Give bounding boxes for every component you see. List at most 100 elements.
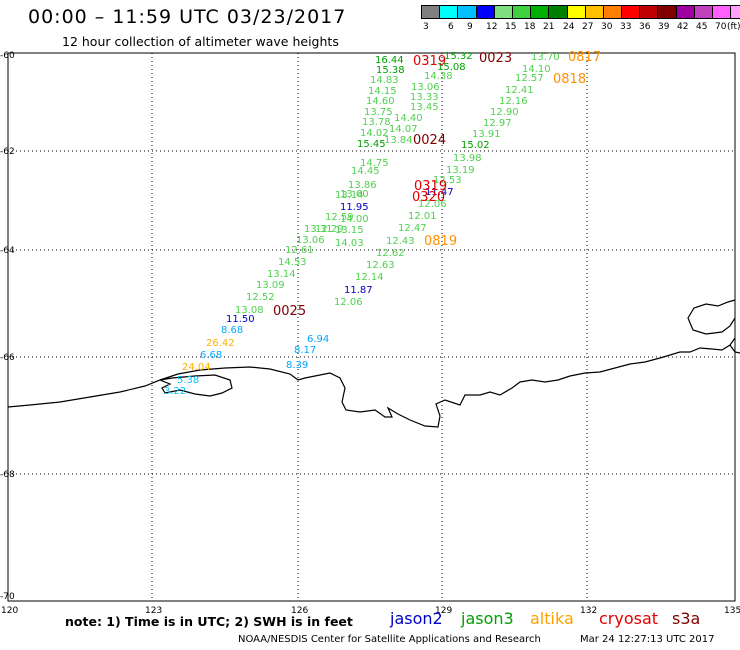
legend-label: 15 bbox=[505, 22, 517, 32]
wave-height-label: 14.38 bbox=[424, 71, 453, 82]
wave-height-label: 14.15 bbox=[368, 86, 397, 97]
pass-time-label: 0319 bbox=[414, 179, 447, 194]
wave-height-label: 14.75 bbox=[360, 158, 389, 169]
legend-label: 21 bbox=[543, 22, 555, 32]
wave-height-label: 12.14 bbox=[355, 272, 384, 283]
legend-swatch bbox=[621, 5, 641, 19]
wave-height-label: 16.44 bbox=[375, 55, 404, 66]
pass-time-label: 0819 bbox=[424, 234, 457, 249]
latitude-labels: -60 -62 -64 -66 -68 -70 bbox=[0, 51, 15, 602]
legend-label: 33 bbox=[620, 22, 632, 32]
wave-height-label: 13.06 bbox=[296, 235, 325, 246]
latitude-label: -68 bbox=[0, 470, 15, 480]
longitude-label: 123 bbox=[145, 606, 162, 616]
legend-swatch bbox=[602, 5, 623, 19]
wave-height-label: 11.87 bbox=[344, 285, 373, 296]
legend-swatch bbox=[712, 5, 732, 19]
longitude-label: 129 bbox=[435, 606, 452, 616]
pass-time-label: 0319 bbox=[413, 54, 446, 69]
latitude-label: -70 bbox=[0, 592, 15, 602]
wave-height-label: 13.45 bbox=[410, 102, 439, 113]
wave-height-label: 12.53 bbox=[433, 175, 462, 186]
legend-swatch bbox=[584, 5, 604, 19]
wave-height-label: 15.45 bbox=[357, 139, 386, 150]
wave-height-label: 13.06 bbox=[411, 82, 440, 93]
pass-time-label: 0818 bbox=[553, 72, 586, 87]
latitude-label: -62 bbox=[0, 147, 15, 157]
wave-height-label: 15.02 bbox=[461, 140, 490, 151]
wave-height-label: 15.08 bbox=[437, 62, 466, 73]
legend-label: 6 bbox=[448, 22, 454, 32]
wave-height-label: 14.40 bbox=[394, 113, 423, 124]
latitude-label: -64 bbox=[0, 246, 15, 256]
wave-height-label: 12.59 bbox=[325, 212, 354, 223]
wave-height-label: 26.42 bbox=[206, 338, 235, 349]
wave-height-label: 12.62 bbox=[376, 248, 405, 259]
legend-swatch bbox=[457, 5, 477, 19]
wave-height-label: 13.09 bbox=[256, 280, 285, 291]
legend-label: 24 bbox=[563, 22, 575, 32]
wave-height-label: 12.97 bbox=[483, 118, 512, 129]
map-frame bbox=[7, 52, 736, 602]
wave-height-label: 12.57 bbox=[515, 73, 544, 84]
legend-label: (ft) bbox=[727, 22, 740, 32]
legend-swatches bbox=[421, 5, 740, 19]
legend-label: 27 bbox=[582, 22, 594, 32]
wave-height-label: 13.15 bbox=[335, 225, 364, 236]
wave-height-label: 12.90 bbox=[490, 107, 519, 118]
legend-swatch bbox=[548, 5, 568, 19]
latitude-label: -66 bbox=[0, 353, 15, 363]
latitude-label: -60 bbox=[0, 51, 15, 61]
longitude-label: 135 bbox=[724, 606, 740, 616]
wave-height-label: 13.98 bbox=[453, 153, 482, 164]
page-title: 00:00 – 11:59 UTC 03/23/2017 bbox=[28, 6, 347, 28]
wave-height-label: 13.84 bbox=[384, 135, 413, 146]
generated-timestamp: Mar 24 12:27:13 UTC 2017 bbox=[580, 634, 715, 645]
wave-height-label: 5.38 bbox=[177, 375, 199, 386]
legend-swatch bbox=[730, 5, 740, 19]
legend-label: 18 bbox=[524, 22, 536, 32]
wave-height-label: 14.45 bbox=[351, 166, 380, 177]
wave-height-labels: 16.4415.3814.8314.1514.6013.7513.7814.02… bbox=[164, 51, 560, 397]
wave-height-label: 12.16 bbox=[499, 96, 528, 107]
legend-label: 30 bbox=[601, 22, 613, 32]
pass-time-label: 0817 bbox=[568, 50, 601, 65]
wave-height-label: 14.10 bbox=[522, 64, 551, 75]
legend-label: 3 bbox=[423, 22, 429, 32]
wave-height-label: 12.61 bbox=[285, 245, 314, 256]
wave-height-label: 12.43 bbox=[386, 236, 415, 247]
wave-height-label: 14.03 bbox=[335, 238, 364, 249]
pass-time-label: 0023 bbox=[479, 51, 512, 66]
color-legend: 3 6 9 12 15 18 21 24 27 30 33 36 39 42 45 70 (ft) bbox=[421, 5, 740, 36]
wave-height-label: 13.75 bbox=[364, 107, 393, 118]
longitude-label: 126 bbox=[291, 606, 308, 616]
satellite-altika: altika bbox=[530, 609, 574, 628]
longitude-labels: 120 123 126 129 132 135 bbox=[1, 606, 740, 616]
wave-height-label: 14.02 bbox=[360, 128, 389, 139]
wave-height-label: 11.47 bbox=[425, 187, 454, 198]
legend-swatch bbox=[439, 5, 459, 19]
wave-height-label: 12.06 bbox=[334, 297, 363, 308]
pass-time-label: 0320 bbox=[412, 190, 445, 205]
wave-height-label: 8.68 bbox=[221, 325, 243, 336]
legend-swatch bbox=[421, 5, 441, 19]
wave-height-label: 13.33 bbox=[410, 92, 439, 103]
footnote: note: 1) Time is in UTC; 2) SWH is in fe… bbox=[65, 614, 353, 629]
wave-height-label: 8.39 bbox=[286, 360, 308, 371]
wave-height-label: 12.63 bbox=[366, 260, 395, 271]
legend-swatch bbox=[566, 5, 586, 19]
wave-height-label: 13.60 bbox=[340, 189, 369, 200]
wave-height-label: 14.83 bbox=[370, 75, 399, 86]
legend-label: 39 bbox=[658, 22, 670, 32]
pass-time-label: 0024 bbox=[413, 133, 446, 148]
wave-height-label: 11.95 bbox=[340, 202, 369, 213]
satellite-s3a: s3a bbox=[672, 609, 701, 628]
antarctic-coastline bbox=[7, 299, 740, 428]
wave-height-label: 13.78 bbox=[362, 117, 391, 128]
wave-height-label: 6.94 bbox=[307, 334, 329, 345]
legend-label: 42 bbox=[677, 22, 689, 32]
wave-height-label: 8.17 bbox=[294, 345, 316, 356]
page-subtitle: 12 hour collection of altimeter wave hei… bbox=[62, 34, 339, 49]
